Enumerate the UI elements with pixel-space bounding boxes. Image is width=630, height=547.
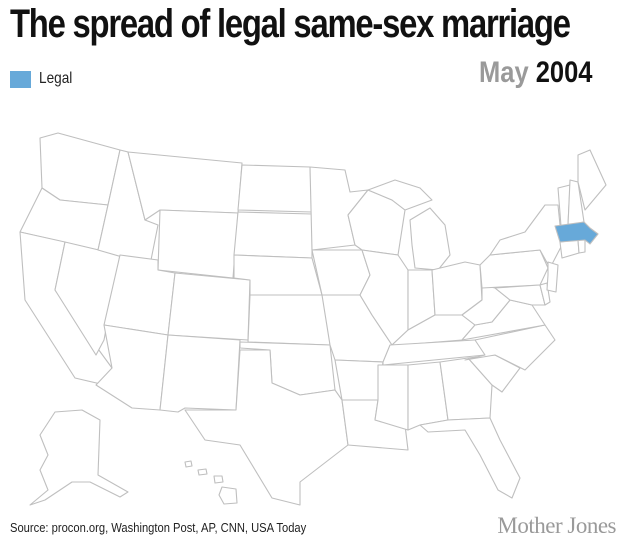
legend: Legal xyxy=(10,70,78,88)
mother-jones-logo: Mother Jones xyxy=(497,513,616,538)
state-ia xyxy=(311,249,371,296)
state-hi-kauai xyxy=(184,460,193,468)
state-pa xyxy=(479,249,549,289)
state-ny xyxy=(489,204,563,269)
state-tx xyxy=(184,349,349,506)
state-co xyxy=(167,272,251,341)
state-ma xyxy=(554,221,599,245)
state-ak xyxy=(29,409,129,506)
state-nd xyxy=(237,164,313,213)
state-me xyxy=(577,149,607,211)
state-nm xyxy=(159,334,241,413)
legend-swatch-legal xyxy=(10,70,31,88)
state-mt xyxy=(127,151,243,221)
page-title: The spread of legal same-sex marriage xyxy=(10,2,571,46)
state-ks xyxy=(247,294,331,346)
source-note: Source: procon.org, Washington Post, AP,… xyxy=(10,520,307,535)
legend-label-legal: Legal xyxy=(39,70,73,87)
date-month: May xyxy=(478,56,529,89)
state-mi xyxy=(409,207,451,271)
state-nj xyxy=(546,261,559,293)
state-hi-oahu xyxy=(197,468,208,476)
state-fl xyxy=(419,417,521,499)
state-ar xyxy=(334,359,384,401)
state-nc xyxy=(464,324,556,371)
date-year: 2004 xyxy=(535,56,592,89)
state-hi-big xyxy=(218,486,238,505)
state-ct xyxy=(559,239,580,259)
date-label: May 2004 xyxy=(479,56,592,90)
state-ri xyxy=(577,239,586,254)
state-sd xyxy=(233,211,313,259)
state-ga xyxy=(439,357,493,421)
state-md xyxy=(494,284,546,306)
state-wy xyxy=(157,209,239,279)
state-ms xyxy=(374,364,409,431)
state-mi-upper xyxy=(367,179,433,211)
state-hi-maui xyxy=(213,475,224,484)
